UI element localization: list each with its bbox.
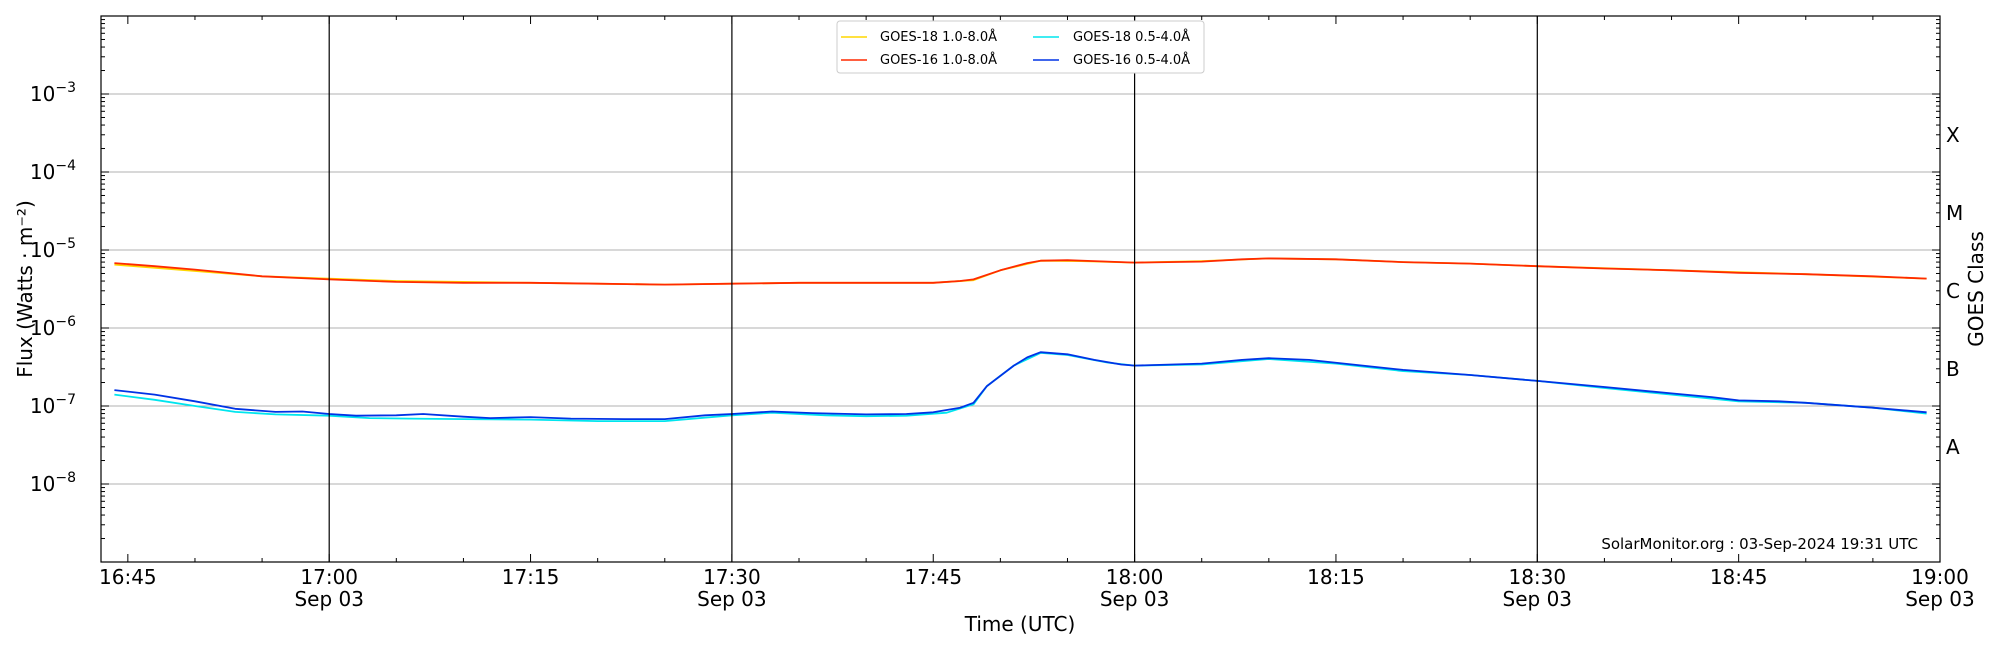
x-axis-label: Time (UTC) xyxy=(964,612,1076,636)
x-tick-label: 19:00 xyxy=(1911,565,1969,589)
goes-class-axis-label: GOES Class xyxy=(1964,231,1988,347)
x-tick-label: 17:15 xyxy=(502,565,560,589)
goes-class-axis: A B C M X xyxy=(1946,123,1963,459)
vertical-day-lines xyxy=(328,16,1538,562)
legend-label-goes16-long: GOES-16 1.0-8.0Å xyxy=(880,52,997,68)
x-tick-label: 18:15 xyxy=(1307,565,1365,589)
x-tick-date-label: Sep 03 xyxy=(294,587,364,611)
x-tick-date-label: Sep 03 xyxy=(1100,587,1170,611)
goes-class-label: A xyxy=(1946,435,1960,459)
y-tick-label: 10−3 xyxy=(30,80,76,106)
x-tick-label: 17:00 xyxy=(300,565,358,589)
legend-label-goes18-long: GOES-18 1.0-8.0Å xyxy=(880,29,997,45)
x-tick-label: 18:45 xyxy=(1710,565,1768,589)
goes-class-label: B xyxy=(1946,357,1960,381)
legend: GOES-18 1.0-8.0Å GOES-16 1.0-8.0Å GOES-1… xyxy=(836,20,1205,74)
y-tick-exponent: −4 xyxy=(55,158,76,174)
x-tick-date-label: Sep 03 xyxy=(1503,587,1573,611)
x-tick-label: 16:45 xyxy=(99,565,157,589)
x-tick-label: 18:00 xyxy=(1106,565,1164,589)
series-line-2 xyxy=(114,352,1927,422)
goes-class-label: M xyxy=(1946,201,1963,225)
grid-lines xyxy=(101,93,1940,485)
legend-label-goes16-short: GOES-16 0.5-4.0Å xyxy=(1073,52,1190,68)
x-tick-label: 17:30 xyxy=(703,565,761,589)
series-lines xyxy=(114,257,1927,422)
goes-class-label: C xyxy=(1946,279,1960,303)
y-tick-label: 10−7 xyxy=(30,392,76,418)
y-tick-exponent: −6 xyxy=(55,314,76,330)
x-tick-date-label: Sep 03 xyxy=(697,587,767,611)
y-tick-exponent: −8 xyxy=(55,470,76,486)
y-tick-label: 10−6 xyxy=(30,314,76,340)
legend-label-goes18-short: GOES-18 0.5-4.0Å xyxy=(1073,29,1190,45)
x-tick-label: 17:45 xyxy=(904,565,962,589)
x-tick-label: 18:30 xyxy=(1508,565,1566,589)
y-axis-label: Flux (Watts · m⁻²) xyxy=(13,200,37,378)
y-tick-exponent: −7 xyxy=(55,392,76,408)
y-tick-label: 10−4 xyxy=(30,158,76,184)
goes-class-label: X xyxy=(1946,123,1960,147)
y-tick-exponent: −3 xyxy=(55,80,76,96)
series-line-3 xyxy=(114,351,1927,420)
credit-text: SolarMonitor.org : 03-Sep-2024 19:31 UTC xyxy=(1601,535,1918,553)
y-tick-label: 10−8 xyxy=(30,470,76,496)
legend-box xyxy=(836,20,1205,74)
plot-frame xyxy=(100,15,1941,563)
x-tick-date-label: Sep 03 xyxy=(1905,587,1975,611)
y-tick-exponent: −5 xyxy=(55,236,76,252)
series-line-1 xyxy=(114,257,1927,286)
